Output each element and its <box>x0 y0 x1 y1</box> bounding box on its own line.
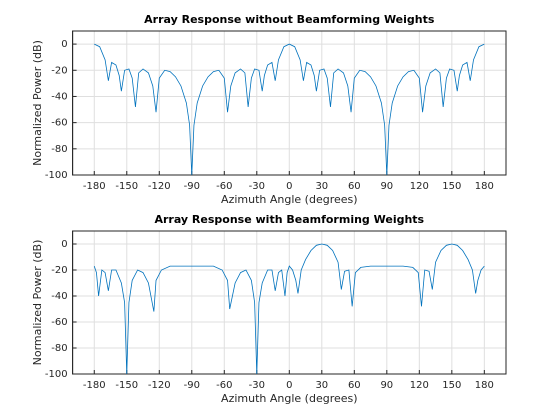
x-tick-label: 60 <box>348 380 361 391</box>
x-tick-label: 0 <box>286 181 292 192</box>
x-tick-label: -30 <box>249 181 265 192</box>
chart-title: Array Response without Beamforming Weigh… <box>144 13 435 26</box>
y-tick-label: 0 <box>61 239 67 250</box>
x-tick-label: -180 <box>83 380 106 391</box>
x-tick-label: 0 <box>286 380 292 391</box>
x-axis-label: Azimuth Angle (degrees) <box>221 392 358 405</box>
x-tick-label: 120 <box>410 380 429 391</box>
x-tick-label: -120 <box>148 181 171 192</box>
x-tick-label: -150 <box>115 181 138 192</box>
x-tick-label: -180 <box>83 181 106 192</box>
y-tick-label: -100 <box>45 170 68 181</box>
x-tick-label: 180 <box>475 181 494 192</box>
y-axis-label: Normalized Power (dB) <box>31 40 44 166</box>
x-tick-label: 30 <box>315 181 328 192</box>
plot-border <box>72 30 507 176</box>
y-tick-label: -100 <box>45 369 68 380</box>
x-axis-label: Azimuth Angle (degrees) <box>221 193 358 206</box>
x-tick-label: -90 <box>184 181 200 192</box>
y-tick-label: -60 <box>51 317 67 328</box>
y-axis-label: Normalized Power (dB) <box>31 240 44 366</box>
y-tick-label: -80 <box>51 343 67 354</box>
x-tick-label: -90 <box>184 380 200 391</box>
x-tick-label: 60 <box>348 181 361 192</box>
x-tick-label: 150 <box>442 181 461 192</box>
x-tick-label: 90 <box>380 181 393 192</box>
x-tick-label: 120 <box>410 181 429 192</box>
y-tick-label: 0 <box>61 39 67 50</box>
x-tick-label: -120 <box>148 380 171 391</box>
y-tick-label: -40 <box>51 291 67 302</box>
x-tick-label: 180 <box>475 380 494 391</box>
chart-title: Array Response with Beamforming Weights <box>154 213 424 226</box>
x-tick-label: 90 <box>380 380 393 391</box>
x-tick-label: -60 <box>216 181 232 192</box>
series-line <box>94 43 485 176</box>
y-tick-label: -40 <box>51 91 67 102</box>
x-tick-label: -30 <box>249 380 265 391</box>
y-tick-label: -60 <box>51 118 67 129</box>
x-tick-label: 30 <box>315 380 328 391</box>
series-line <box>93 243 485 375</box>
x-tick-label: 150 <box>442 380 461 391</box>
y-tick-label: -20 <box>51 65 67 76</box>
plot-border <box>72 230 507 375</box>
x-tick-label: -150 <box>115 380 138 391</box>
y-tick-label: -80 <box>51 144 67 155</box>
x-tick-label: -60 <box>216 380 232 391</box>
y-tick-label: -20 <box>51 265 67 276</box>
